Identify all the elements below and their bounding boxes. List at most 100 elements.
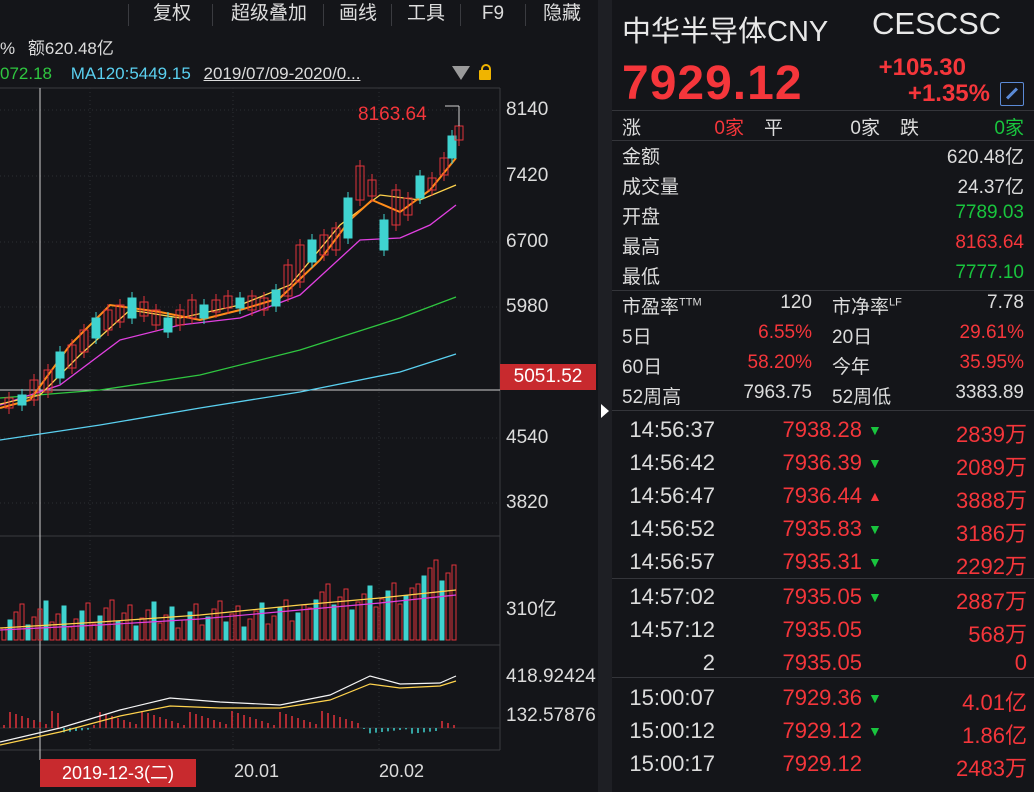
flat-label: 平 — [764, 118, 784, 139]
candle-body — [247, 295, 257, 311]
stat-row: 最高 8163.64 — [612, 232, 1034, 262]
lock-icon[interactable] — [477, 64, 493, 80]
ma30-line — [0, 204, 457, 406]
ma60-value: 072.18 — [0, 64, 52, 83]
expand-arrow-icon[interactable] — [601, 404, 609, 418]
arrow-down-icon: ▼ — [868, 589, 882, 605]
tick-row: 14:57:12 7935.05 568万 — [612, 617, 1034, 650]
security-code: CESCSC — [872, 6, 1002, 41]
f9-button[interactable]: F9 — [481, 3, 505, 24]
kline-chart[interactable] — [0, 0, 600, 792]
tick-price: 7929.12 — [782, 718, 862, 743]
candle-body — [343, 197, 353, 239]
volume-bar — [169, 606, 175, 641]
pe-label: 市盈率TTM — [622, 296, 702, 318]
candle-body — [163, 317, 173, 333]
arrow-down-icon: ▼ — [868, 422, 882, 438]
tick-volume: 2089万 — [956, 455, 1027, 480]
candle-body — [43, 369, 53, 393]
arrow-up-icon: ▲ — [868, 488, 882, 504]
volume-bar — [385, 590, 391, 641]
stat-label: 最高 — [622, 237, 661, 258]
w52-row: 52周高 7963.75 52周低 3383.89 — [612, 382, 1034, 412]
pb-sup: LF — [889, 296, 902, 309]
range-dropdown-icon[interactable] — [452, 66, 470, 80]
arrow-down-icon: ▼ — [868, 554, 882, 570]
candle-body — [29, 379, 39, 401]
tick-time: 14:56:42 — [629, 450, 715, 475]
super-overlay-button[interactable]: 超级叠加 — [230, 3, 307, 24]
period-row-1: 5日 6.55% 20日 29.61% — [612, 322, 1034, 352]
edit-icon[interactable] — [1000, 82, 1024, 106]
volume-axis-label: 310亿 — [506, 599, 557, 620]
date-range[interactable]: 2019/07/09-2020/0... — [203, 64, 361, 83]
period-label: 20日 — [832, 327, 873, 348]
tick-row: 14:56:47 7936.44 ▲ 3888万 — [612, 483, 1034, 516]
volume-bar — [217, 600, 223, 641]
volume-bar — [85, 602, 91, 641]
arrow-down-icon: ▼ — [868, 723, 882, 739]
draw-line-button[interactable]: 画线 — [338, 3, 377, 24]
tools-button[interactable]: 工具 — [406, 3, 445, 24]
divider — [612, 140, 1034, 141]
arrow-down-icon: ▼ — [868, 455, 882, 471]
y-tick-7420: 7420 — [506, 165, 549, 186]
hide-button[interactable]: 隐藏 — [542, 3, 581, 24]
volume-bar — [283, 599, 289, 641]
candle-body — [283, 264, 293, 297]
candle-body — [91, 317, 101, 339]
volume-bar — [19, 603, 25, 641]
stat-label: 开盘 — [622, 207, 661, 228]
pe-sup: TTM — [679, 296, 702, 309]
candle-body — [355, 165, 365, 201]
volume-bar — [73, 618, 79, 641]
tick-price: 7936.39 — [782, 450, 862, 475]
toolbar-separator — [128, 4, 129, 26]
volume-bar — [253, 610, 259, 641]
w52-low-label: 52周低 — [832, 387, 892, 408]
tick-price: 7935.31 — [782, 549, 862, 574]
tick-volume: 3888万 — [956, 488, 1027, 513]
tick-time: 14:56:37 — [629, 417, 715, 442]
divider — [612, 290, 1034, 291]
tick-time: 14:56:57 — [629, 549, 715, 574]
tick-row: 15:00:12 7929.12 ▼ 1.86亿 — [612, 718, 1034, 751]
volume-bar — [205, 616, 211, 641]
candle-body — [67, 344, 77, 369]
divider — [612, 410, 1034, 411]
volume-bar — [409, 587, 415, 641]
tick-price: 7929.36 — [782, 685, 862, 710]
fall-label: 跌 — [900, 118, 920, 139]
amount-label: 额620.48亿 — [27, 39, 114, 58]
tick-row: 14:57:02 7935.05 ▼ 2887万 — [612, 584, 1034, 617]
pb-label: 市净率LF — [832, 296, 902, 318]
pe-value: 120 — [780, 292, 812, 313]
volume-bar — [265, 623, 271, 641]
volume-bar — [307, 607, 313, 641]
tick-volume: 2292万 — [956, 554, 1027, 579]
tick-price: 7938.28 — [782, 417, 862, 442]
kline-panel[interactable]: 复权 超级叠加 画线 工具 F9 隐藏 % 额620.48亿 072.18 MA… — [0, 0, 600, 792]
tick-volume: 3186万 — [956, 521, 1027, 546]
volume-ma-line — [0, 594, 457, 631]
candle-body — [391, 189, 401, 226]
volume-bar — [91, 623, 97, 641]
fuquan-button[interactable]: 复权 — [152, 3, 191, 24]
candle-body — [17, 394, 27, 406]
volume-bar — [211, 608, 217, 641]
candle-body — [295, 244, 305, 283]
volume-bar — [445, 572, 451, 641]
volume-bar — [355, 601, 361, 641]
candle-body — [307, 239, 317, 263]
candle-body — [139, 301, 149, 317]
volume-bar — [421, 575, 427, 641]
volume-bar — [157, 622, 163, 641]
panel-divider[interactable] — [598, 0, 612, 792]
tick-row: 14:56:37 7938.28 ▼ 2839万 — [612, 417, 1034, 450]
tick-price: 7935.05 — [782, 584, 862, 609]
tick-time: 15:00:12 — [629, 718, 715, 743]
cursor-date-tag: 2019-12-3(二) — [40, 759, 196, 787]
period-row-2: 60日 58.20% 今年 35.95% — [612, 352, 1034, 382]
cursor-price-tag: 5051.52 — [500, 364, 596, 390]
volume-bar — [403, 595, 409, 641]
